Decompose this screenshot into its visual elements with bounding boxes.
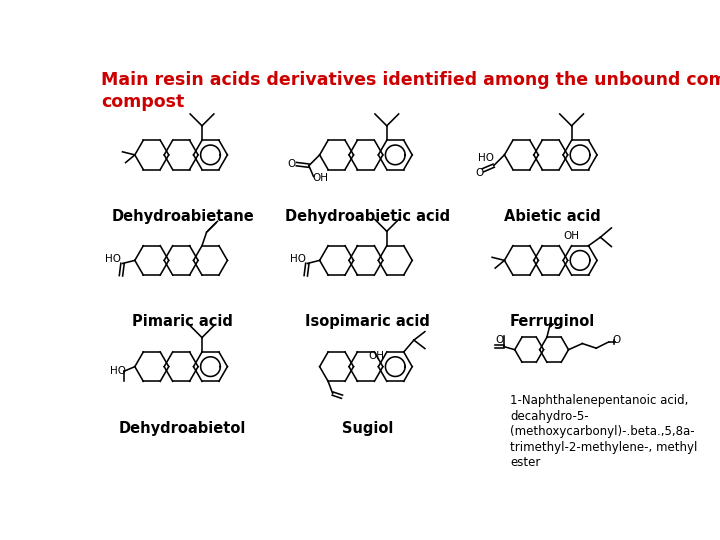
Text: OH: OH [312,173,328,183]
Text: OH: OH [369,351,384,361]
Text: HO: HO [478,153,494,163]
Text: HO: HO [105,254,121,264]
Text: Ferruginol: Ferruginol [510,314,595,329]
Text: HO: HO [290,254,306,264]
Text: HO: HO [110,366,126,376]
Text: Main resin acids derivatives identified among the unbound components of
compost: Main resin acids derivatives identified … [101,71,720,111]
Text: Sugiol: Sugiol [342,421,393,436]
Text: Isopimaric acid: Isopimaric acid [305,314,430,329]
Text: O: O [612,335,621,346]
Text: Dehydroabietic acid: Dehydroabietic acid [285,209,450,224]
Text: O: O [288,159,296,169]
Text: O: O [495,335,503,346]
Text: Pimaric acid: Pimaric acid [132,314,233,329]
Text: O: O [475,168,483,178]
Text: Dehydroabietane: Dehydroabietane [112,209,254,224]
Text: Abietic acid: Abietic acid [504,209,600,224]
Text: 1-Naphthalenepentanoic acid,
decahydro-5-
(methoxycarbonyl)-.beta.,5,8a-
trimeth: 1-Naphthalenepentanoic acid, decahydro-5… [510,394,697,469]
Text: OH: OH [564,232,580,241]
Text: Dehydroabietol: Dehydroabietol [119,421,246,436]
